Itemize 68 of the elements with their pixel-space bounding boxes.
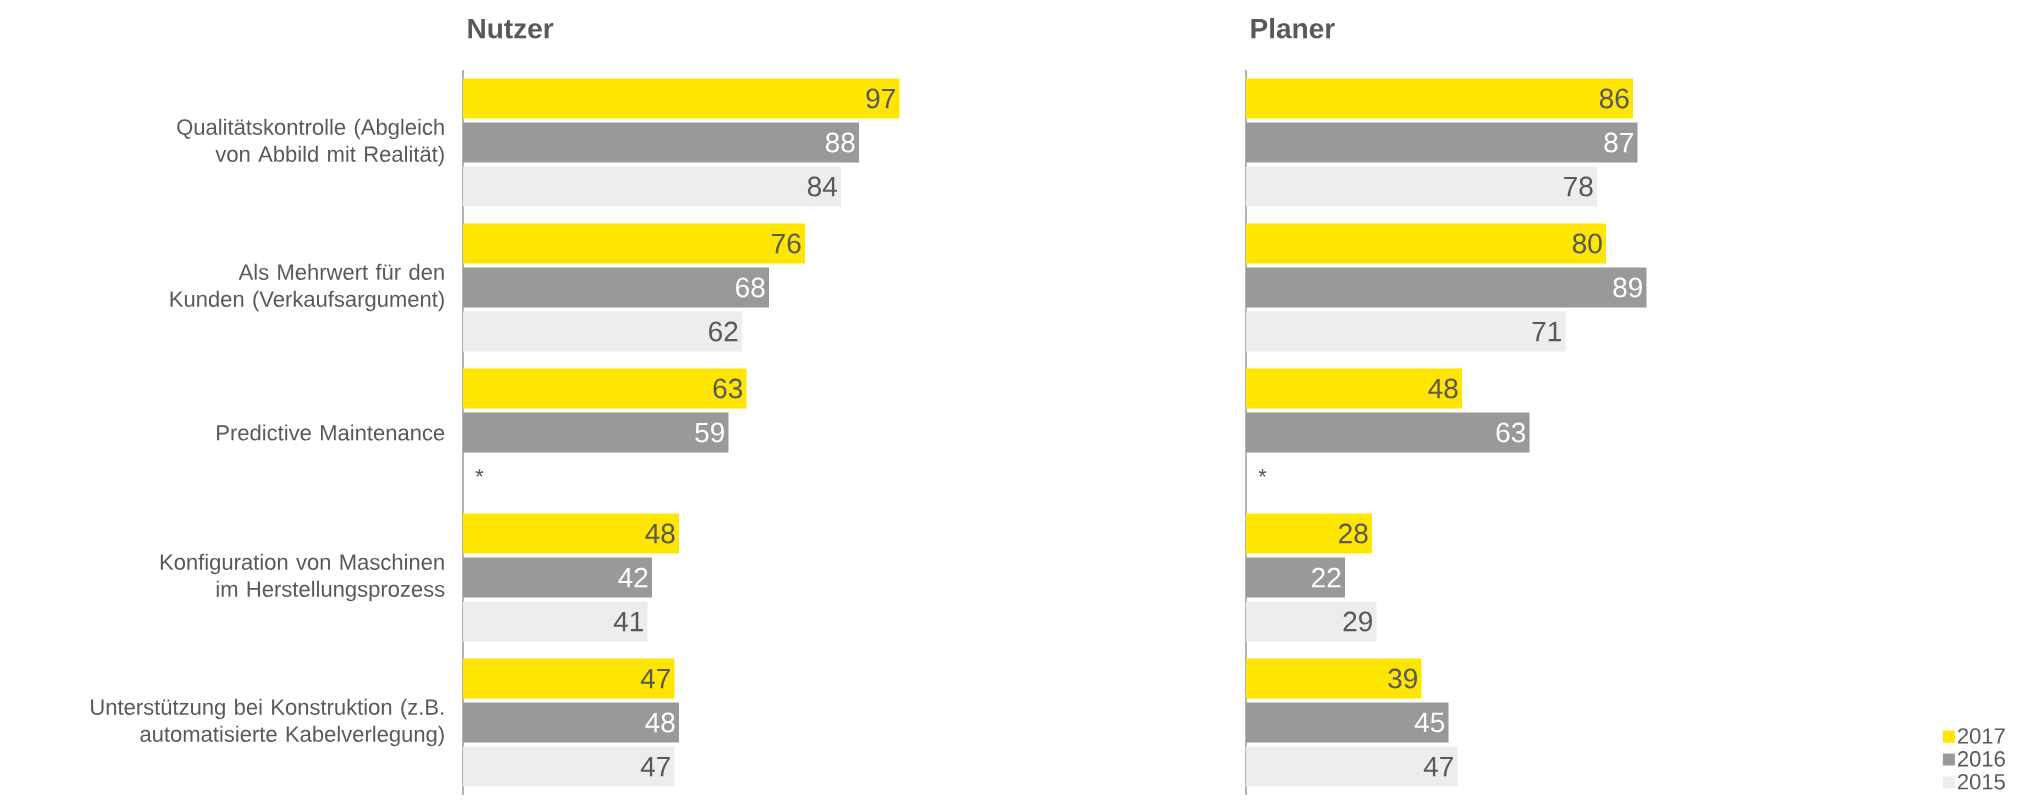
data-label: 22 xyxy=(1312,567,1341,588)
bar xyxy=(463,513,679,554)
bar xyxy=(1246,166,1598,207)
y-tick-label: Als Mehrwert für den Kunden (Verkaufsargument) xyxy=(170,263,444,312)
data-label: 47 xyxy=(640,668,670,689)
y-tick-label: Unterstützung bei Konstruktion (z.B. automatisierte Kabelverlegung) xyxy=(91,698,444,747)
bar xyxy=(1246,702,1449,743)
bar xyxy=(1246,223,1607,264)
data-label: 86 xyxy=(1599,88,1629,109)
bar xyxy=(463,746,675,787)
data-label: 47 xyxy=(1423,756,1453,777)
data-label: 45 xyxy=(1414,712,1445,733)
bar xyxy=(463,368,747,409)
bar xyxy=(463,702,679,743)
bar xyxy=(463,557,652,598)
y-tick-label: Predictive Maintenance xyxy=(217,424,445,441)
y-tick-label: Qualitätskontrolle (Abgleich von Abbild mit Realität) xyxy=(177,118,444,167)
data-label: 42 xyxy=(618,567,648,588)
data-label: 89 xyxy=(1613,277,1642,298)
y-tick-label: Konfiguration von Maschinen im Herstellungsprozess xyxy=(160,553,445,602)
legend-label: 2017 xyxy=(1957,728,2005,744)
bar xyxy=(463,311,742,352)
bar xyxy=(1246,122,1638,163)
annotation: * xyxy=(1258,468,1267,477)
data-label: 71 xyxy=(1532,321,1561,342)
chart-title: Nutzer xyxy=(468,18,554,39)
bar xyxy=(1246,601,1377,642)
bar xyxy=(1246,368,1463,409)
bar xyxy=(1246,557,1346,598)
bar xyxy=(463,267,769,308)
bar xyxy=(463,122,859,163)
data-label: 80 xyxy=(1572,233,1602,254)
data-label: 59 xyxy=(695,422,724,443)
data-label: 97 xyxy=(866,88,895,109)
data-label: 76 xyxy=(772,233,801,254)
bar xyxy=(463,223,805,264)
data-label: 68 xyxy=(736,277,765,298)
data-label: 48 xyxy=(1428,378,1458,399)
data-label: 48 xyxy=(645,712,675,733)
data-label: 29 xyxy=(1343,611,1372,632)
data-label: 62 xyxy=(709,321,738,342)
data-label: 63 xyxy=(713,378,743,399)
bar xyxy=(1246,267,1647,308)
bar xyxy=(1246,78,1634,119)
annotation: * xyxy=(475,468,484,477)
bar xyxy=(1246,412,1530,453)
data-label: 78 xyxy=(1564,176,1593,197)
bar xyxy=(463,166,841,207)
legend-label: 2015 xyxy=(1957,773,2005,790)
data-label: 88 xyxy=(825,132,855,153)
data-label: 41 xyxy=(613,611,643,632)
bar xyxy=(463,78,900,119)
legend-label: 2016 xyxy=(1957,751,2005,767)
bar xyxy=(1246,513,1373,554)
data-label: 87 xyxy=(1604,132,1633,153)
chart-title: Planer xyxy=(1251,17,1335,39)
bar xyxy=(1246,746,1458,787)
bar xyxy=(1246,658,1422,699)
data-label: 48 xyxy=(645,523,675,544)
data-label: 28 xyxy=(1339,523,1368,544)
data-label: 39 xyxy=(1388,668,1417,689)
data-label: 47 xyxy=(640,756,670,777)
data-label: 84 xyxy=(807,176,837,197)
bar xyxy=(463,601,648,642)
bar xyxy=(463,658,675,699)
data-label: 63 xyxy=(1496,422,1526,443)
bar xyxy=(1246,311,1566,352)
bar xyxy=(463,412,729,453)
